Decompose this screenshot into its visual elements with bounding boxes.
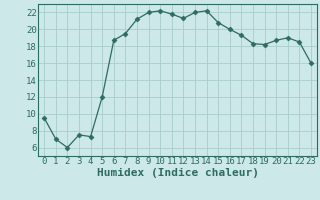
X-axis label: Humidex (Indice chaleur): Humidex (Indice chaleur)	[97, 168, 259, 178]
